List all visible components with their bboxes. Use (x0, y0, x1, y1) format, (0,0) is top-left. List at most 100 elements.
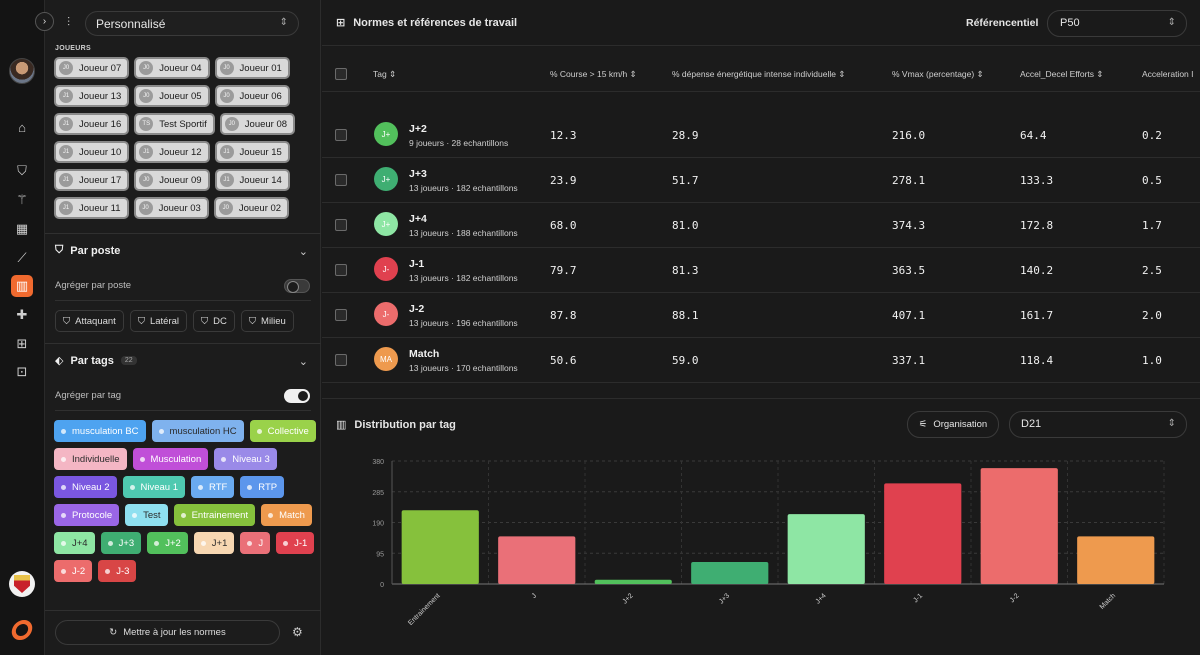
column-header[interactable]: Acceleration I (1142, 69, 1194, 79)
column-header[interactable]: Accel_Decel Efforts ⇕ (1020, 69, 1104, 80)
tag-dot (268, 512, 274, 518)
tag-chip[interactable]: J+1 (193, 532, 235, 554)
column-header[interactable]: % dépense énergétique intense individuel… (672, 69, 845, 80)
select-all-checkbox[interactable] (335, 68, 347, 80)
user-avatar[interactable] (9, 58, 35, 84)
player-chip[interactable]: J0 Joueur 05 (134, 85, 210, 107)
folder-search-icon[interactable]: ⊡ (16, 364, 28, 379)
tag-chip[interactable]: Collective (249, 420, 316, 442)
chevron-down-icon[interactable]: ⌄ (298, 356, 308, 368)
bar[interactable] (884, 483, 962, 584)
player-chip[interactable]: J1 Joueur 13 (54, 85, 130, 107)
organisation-button[interactable]: ⚟ Organisation (907, 411, 999, 438)
player-chip[interactable]: TS Test Sportif (134, 113, 215, 135)
row-checkbox[interactable] (335, 129, 347, 141)
wand-icon[interactable]: ⚚ (16, 192, 28, 207)
tag-chip[interactable]: J-2 (54, 560, 93, 582)
row-checkbox[interactable] (335, 309, 347, 321)
column-header[interactable]: % Course > 15 km/h ⇕ (550, 69, 637, 80)
by-tags-header[interactable]: ⬖ Par tags 22 (55, 354, 137, 367)
gear-icon[interactable]: ⚙ (292, 625, 303, 639)
tag-dot (283, 540, 289, 546)
tag-chip[interactable]: musculation BC (54, 420, 146, 442)
player-chip[interactable]: J0 Joueur 04 (134, 57, 210, 79)
preset-select[interactable]: Personnalisé ⇕ (85, 11, 299, 36)
tag-chip[interactable]: J+3 (100, 532, 142, 554)
bar[interactable] (980, 468, 1058, 584)
player-chip[interactable]: J1 Joueur 10 (54, 141, 130, 163)
column-header[interactable]: Tag ⇕ (373, 69, 396, 80)
collapse-panel-button[interactable]: › (35, 12, 54, 31)
player-chip[interactable]: J1 Joueur 16 (54, 113, 130, 135)
row-checkbox[interactable] (335, 174, 347, 186)
tag-chip[interactable]: J+4 (54, 532, 95, 554)
tag-chip[interactable]: Entrainement (173, 504, 256, 526)
medical-cross-icon[interactable]: ✚ (16, 307, 28, 322)
row-checkbox[interactable] (335, 219, 347, 231)
chevron-down-icon[interactable]: ⌄ (298, 246, 308, 258)
tag-chip[interactable]: J (240, 532, 271, 554)
referential-select[interactable]: P50 ⇕ (1047, 10, 1187, 37)
metric-select[interactable]: D21 ⇕ (1009, 411, 1187, 438)
player-chip[interactable]: J0 Joueur 06 (214, 85, 290, 107)
table-row[interactable]: J+ J+3 13 joueurs · 182 echantillons 23.9 51… (322, 158, 1200, 203)
shield-icon[interactable]: ⛉ (17, 163, 27, 178)
player-chip[interactable]: J1 Joueur 14 (214, 169, 290, 191)
player-chip[interactable]: J0 Joueur 07 (54, 57, 130, 79)
club-crest[interactable] (9, 571, 35, 597)
tag-chip[interactable]: Protocole (54, 504, 120, 526)
tag-chip[interactable]: Test (125, 504, 168, 526)
player-chip[interactable]: J1 Joueur 11 (54, 197, 129, 219)
player-chip[interactable]: J1 Joueur 12 (134, 141, 210, 163)
player-chip[interactable]: J1 Joueur 15 (214, 141, 290, 163)
aggregate-tag-toggle[interactable] (284, 389, 310, 403)
tag-chip[interactable]: Individuelle (54, 448, 127, 470)
row-checkbox[interactable] (335, 264, 347, 276)
row-checkbox[interactable] (335, 354, 347, 366)
bar[interactable] (498, 536, 576, 584)
table-row[interactable]: J+ J+4 13 joueurs · 188 echantillons 68.0 81… (322, 203, 1200, 248)
player-chip[interactable]: J0 Joueur 01 (214, 57, 290, 79)
bar[interactable] (401, 510, 479, 584)
player-chip[interactable]: J0 Joueur 03 (133, 197, 209, 219)
tag-chip[interactable]: Niveau 1 (122, 476, 185, 498)
calendar-icon[interactable]: ▦ (15, 221, 29, 236)
tag-chip[interactable]: RTF (191, 476, 235, 498)
grid-icon[interactable]: ⊞ (16, 336, 28, 351)
player-initials: J1 (59, 117, 73, 131)
table-row[interactable]: J- J-2 13 joueurs · 196 echantillons 87.8 88… (322, 293, 1200, 338)
player-chip[interactable]: J0 Joueur 08 (219, 113, 296, 135)
position-chip[interactable]: ⛉ Milieu (240, 310, 294, 332)
position-chip[interactable]: ⛉ Latéral (129, 310, 188, 332)
tag-chip[interactable]: Niveau 2 (54, 476, 117, 498)
tag-chip[interactable]: musculation HC (151, 420, 244, 442)
bar-chart-icon[interactable]: ▥ (11, 275, 33, 297)
tag-chip[interactable]: Musculation (132, 448, 209, 470)
bar[interactable] (787, 514, 865, 584)
by-position-header[interactable]: ⛉ Par poste (55, 244, 120, 257)
home-icon[interactable]: ⌂ (18, 119, 26, 135)
table-row[interactable]: MA Match 13 joueurs · 170 echantillons 50.6… (322, 338, 1200, 383)
table-row[interactable]: J- J-1 13 joueurs · 182 echantillons 79.7 81… (322, 248, 1200, 293)
bar[interactable] (691, 561, 769, 584)
table-cell-value: 337.1 (892, 354, 926, 367)
tag-chip[interactable]: RTP (240, 476, 285, 498)
player-chip[interactable]: J0 Joueur 09 (134, 169, 210, 191)
line-chart-icon[interactable]: ⟋ (17, 250, 27, 265)
bar[interactable] (1077, 536, 1155, 584)
bar[interactable] (594, 579, 672, 584)
aggregate-position-toggle[interactable] (284, 279, 310, 293)
tag-chip[interactable]: Match (261, 504, 312, 526)
player-initials: J1 (219, 173, 234, 187)
column-header[interactable]: % Vmax (percentage) ⇕ (892, 69, 984, 80)
tag-chip[interactable]: J+2 (147, 532, 188, 554)
position-chip[interactable]: ⛉ DC (193, 310, 235, 332)
update-norms-button[interactable]: ↻ Mettre à jour les normes (55, 620, 280, 645)
tag-chip[interactable]: J-1 (276, 532, 315, 554)
tag-chip[interactable]: Niveau 3 (214, 448, 277, 470)
table-row[interactable]: J+ J+2 9 joueurs · 28 echantillons 12.3 28.9… (322, 113, 1200, 158)
tag-chip[interactable]: J-3 (98, 560, 137, 582)
player-chip[interactable]: J1 Joueur 17 (54, 169, 130, 191)
player-chip[interactable]: J0 Joueur 02 (213, 197, 290, 219)
position-chip[interactable]: ⛉ Attaquant (55, 310, 124, 332)
